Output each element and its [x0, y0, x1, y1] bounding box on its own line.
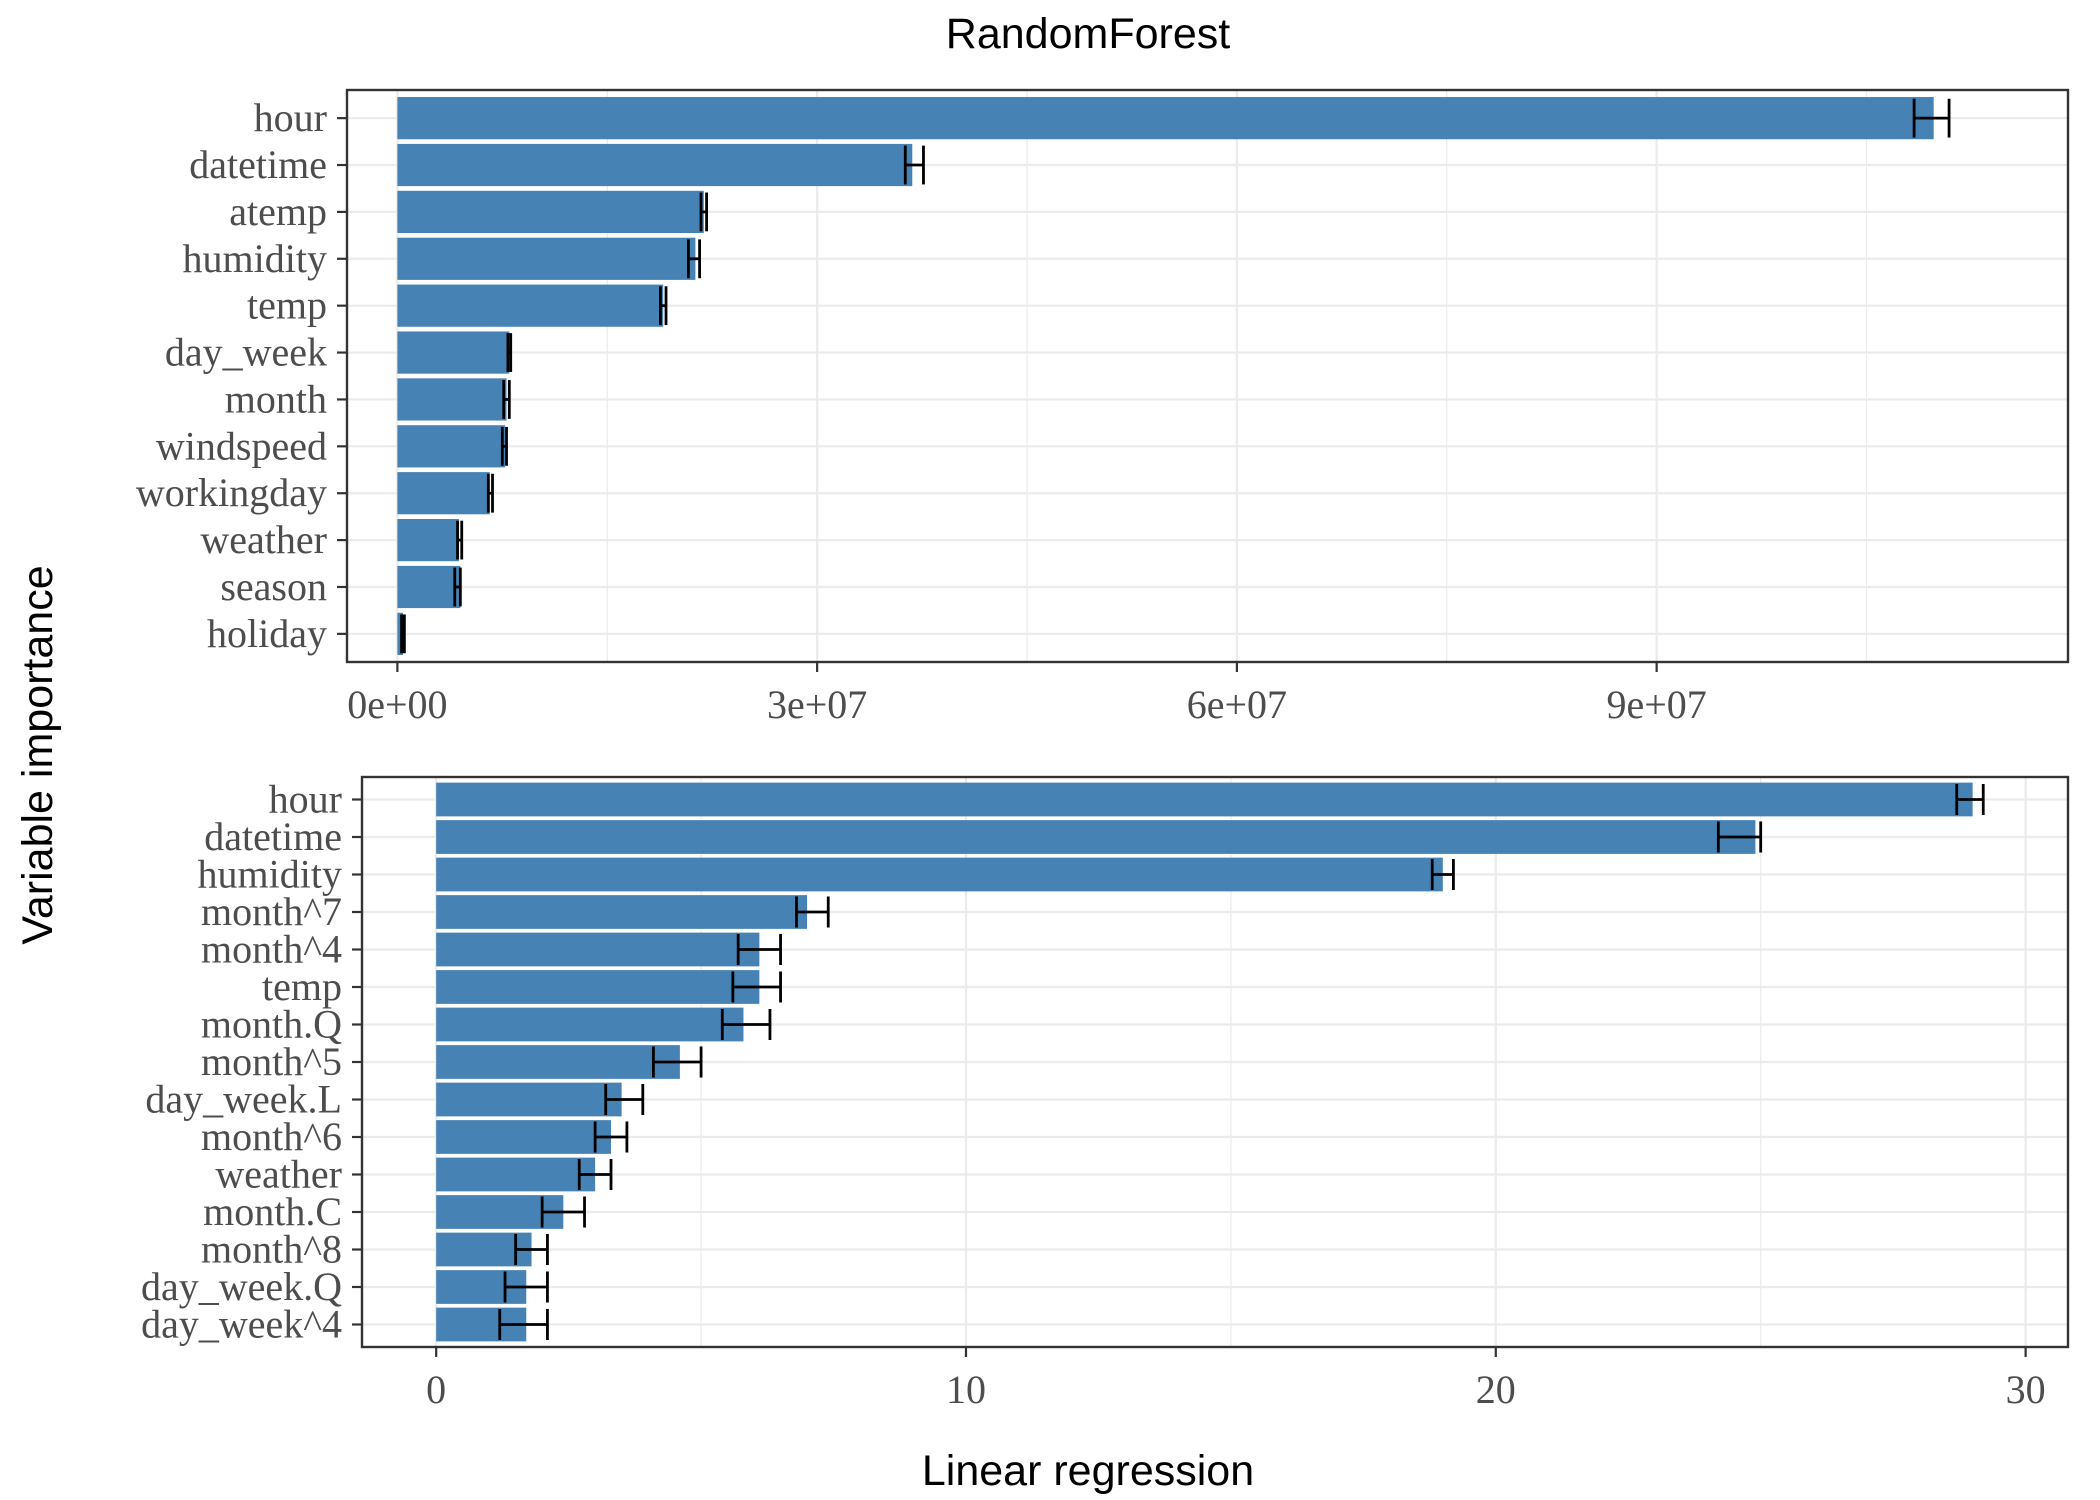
- y-tick-label-day-week: day_week: [165, 330, 327, 375]
- errorbar-workingday: [486, 473, 494, 513]
- errorbar-month-8: [514, 1233, 549, 1266]
- bar-month-6: [436, 1120, 612, 1154]
- bar-month-7: [436, 895, 808, 929]
- x-tick-label: 20: [1476, 1367, 1516, 1412]
- errorbar-month-5: [651, 1046, 703, 1078]
- bar-month-4: [436, 932, 760, 967]
- panel-border: [345, 88, 2070, 664]
- y-tick-label-month-4: month^4: [201, 927, 342, 972]
- y-tick-label-hour: hour: [269, 777, 342, 822]
- x-tick-label: 10: [946, 1367, 986, 1412]
- errorbar-temp: [731, 971, 782, 1003]
- errorbar-day-week: [506, 333, 513, 372]
- y-tick-label-weather: weather: [215, 1152, 342, 1197]
- y-tick-label-windspeed: windspeed: [156, 423, 327, 468]
- y-tick-label-month-5: month^5: [201, 1039, 342, 1084]
- bar-humidity: [397, 237, 696, 280]
- y-tick-label-month-6: month^6: [201, 1114, 342, 1159]
- errorbar-month-q: [720, 1008, 772, 1041]
- y-tick-label-atemp: atemp: [229, 189, 327, 234]
- x-tick-label: 0e+00: [347, 682, 447, 727]
- y-tick-label-month: month: [225, 376, 327, 421]
- y-tick-label-month-c: month.C: [203, 1189, 342, 1234]
- x-tick-label: 0: [426, 1367, 446, 1412]
- x-tick-label: 6e+07: [1187, 682, 1287, 727]
- y-tick-label-holiday: holiday: [207, 611, 327, 656]
- bar-atemp: [397, 190, 704, 233]
- bar-month-q: [436, 1007, 744, 1042]
- bar-month-5: [436, 1045, 680, 1079]
- y-tick-label-workingday: workingday: [136, 470, 327, 515]
- errorbar-temp: [659, 286, 668, 326]
- y-axis-label: Variable importance: [14, 565, 62, 944]
- bar-weather: [436, 1157, 596, 1192]
- y-tick-label-humidity: humidity: [198, 852, 342, 897]
- errorbar-hour: [1912, 98, 1951, 138]
- errorbar-day-week-q: [503, 1271, 549, 1303]
- x-tick-label: 9e+07: [1606, 682, 1706, 727]
- errorbar-weather: [577, 1158, 613, 1191]
- bar-weather: [397, 519, 459, 562]
- errorbar-month: [502, 380, 511, 419]
- bar-day-week: [397, 331, 510, 374]
- errorbar-month-7: [795, 896, 830, 928]
- panel-border: [360, 775, 2070, 1349]
- y-tick-label-month-7: month^7: [201, 889, 342, 934]
- y-tick-label-month-q: month.Q: [201, 1002, 342, 1047]
- bar-humidity: [436, 857, 1443, 892]
- bar-hour: [436, 782, 1973, 817]
- bar-season: [397, 565, 461, 609]
- errorbar-month-6: [593, 1121, 629, 1153]
- chart-title: RandomForest: [946, 10, 1230, 58]
- y-tick-label-hour: hour: [254, 95, 327, 140]
- bar-hour: [397, 97, 1934, 140]
- bar-temp: [436, 970, 760, 1004]
- y-tick-label-month-8: month^8: [201, 1227, 342, 1272]
- linear-regression-panel: hourdatetimehumiditymonth^7month^4tempmo…: [141, 775, 2070, 1412]
- bar-day-week-l: [436, 1082, 622, 1117]
- bar-datetime: [397, 143, 913, 187]
- errorbar-humidity: [687, 239, 701, 279]
- errorbar-atemp: [699, 192, 708, 232]
- errorbar-day-week-4: [498, 1308, 549, 1341]
- errorbar-datetime: [1716, 821, 1763, 853]
- errorbar-day-week-l: [604, 1083, 645, 1116]
- bar-month: [397, 378, 507, 421]
- errorbar-hour: [1955, 783, 1985, 816]
- errorbar-humidity: [1430, 858, 1455, 891]
- bar-datetime: [436, 820, 1756, 854]
- x-tick-label: 3e+07: [767, 682, 867, 727]
- bar-temp: [397, 284, 664, 327]
- y-tick-label-day-week-q: day_week.Q: [141, 1264, 342, 1309]
- errorbar-holiday: [400, 614, 406, 654]
- errorbar-datetime: [903, 145, 925, 185]
- y-tick-label-season: season: [220, 564, 327, 609]
- randomforest-panel: hourdatetimeatemphumiditytempday_weekmon…: [136, 88, 2070, 727]
- x-axis-label: Linear regression: [922, 1447, 1254, 1495]
- errorbar-windspeed: [500, 426, 508, 466]
- errorbar-month-4: [736, 933, 782, 966]
- x-tick-label: 30: [2006, 1367, 2046, 1412]
- errorbar-weather: [456, 520, 464, 560]
- y-tick-label-day-week-l: day_week.L: [145, 1077, 342, 1122]
- y-tick-label-temp: temp: [262, 964, 342, 1009]
- errorbar-season: [453, 567, 462, 607]
- bar-windspeed: [397, 425, 506, 468]
- errorbar-month-c: [540, 1196, 586, 1228]
- y-tick-label-datetime: datetime: [204, 814, 342, 859]
- y-tick-label-day-week-4: day_week^4: [141, 1302, 342, 1347]
- y-tick-label-humidity: humidity: [183, 236, 327, 281]
- y-tick-label-temp: temp: [247, 283, 327, 328]
- y-tick-label-datetime: datetime: [189, 142, 327, 187]
- bar-workingday: [397, 472, 490, 515]
- y-tick-label-weather: weather: [200, 517, 327, 562]
